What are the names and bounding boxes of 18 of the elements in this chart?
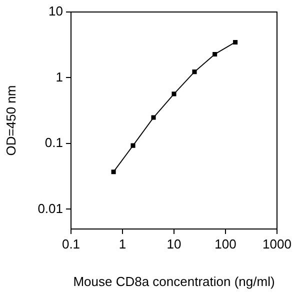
y-tick-label: 1 bbox=[56, 69, 63, 84]
x-tick-label: 1000 bbox=[262, 236, 292, 252]
point bbox=[172, 92, 176, 96]
x-tick-label: 1 bbox=[118, 236, 126, 252]
x-tick-label: 10 bbox=[166, 236, 182, 252]
y-tick-label: 10 bbox=[48, 4, 63, 19]
y-tick-label: 0.01 bbox=[38, 200, 63, 216]
y-axis-title: OD=450 nm bbox=[3, 85, 18, 156]
point bbox=[212, 52, 218, 56]
point bbox=[151, 115, 156, 120]
point bbox=[233, 40, 238, 44]
x-axis-title: Mouse CD8a concentration (ng/ml) bbox=[73, 274, 275, 289]
y-tick-label: 0.1 bbox=[44, 135, 63, 150]
point bbox=[192, 70, 197, 74]
point bbox=[111, 170, 116, 174]
x-tick-label: 100 bbox=[214, 236, 236, 252]
point bbox=[130, 143, 136, 148]
x-tick-label: 0.1 bbox=[62, 236, 80, 252]
